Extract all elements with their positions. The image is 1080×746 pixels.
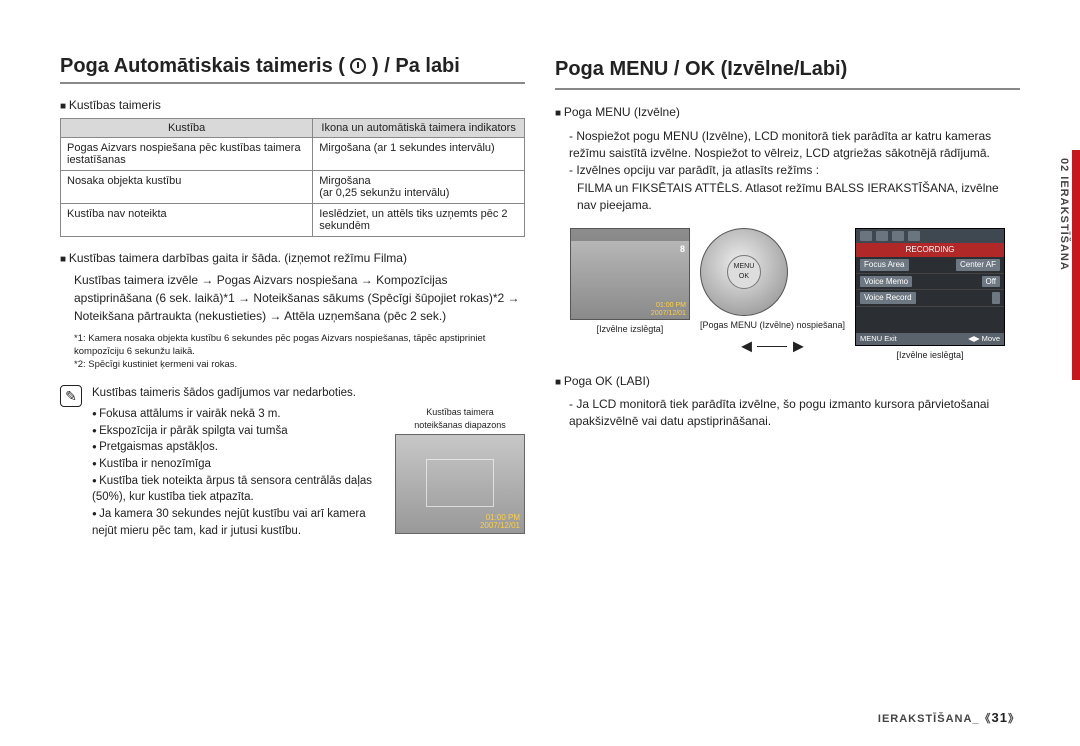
subhead-flow: Kustības taimera darbības gaita ir šāda.… bbox=[60, 251, 525, 265]
title-left-a: Poga Automātiskais taimeris ( bbox=[60, 55, 345, 77]
lcd-menu-off: 8 01:00 PM 2007/12/01 bbox=[570, 228, 690, 320]
menu-row: Voice Memo Off bbox=[856, 274, 1004, 291]
thumb-time: 01:00 PM bbox=[486, 513, 520, 522]
menu-desc-3: FILMA un FIKSĒTAIS ATTĒLS. Atlasot režīm… bbox=[577, 180, 1020, 215]
thumb-date: 2007/12/01 bbox=[480, 521, 520, 530]
menu-foot-exit: MENU Exit bbox=[860, 334, 897, 345]
page-footer: IERAKSTĪŠANA_《31》 bbox=[878, 710, 1020, 726]
tip-icon: ✎ bbox=[60, 385, 82, 407]
menu-row: Voice Record bbox=[856, 290, 1004, 307]
lcd-menu-on: RECORDING Focus Area Center AF Voice Mem… bbox=[855, 228, 1005, 346]
lcd-time: 01:00 PM bbox=[656, 302, 686, 309]
thumb-caption: Kustības taimera noteikšanas diapazons bbox=[395, 406, 525, 432]
menu-desc-1: - Nospiežot pogu MENU (Izvēlne), LCD mon… bbox=[569, 128, 1020, 163]
page-number: 31 bbox=[992, 710, 1008, 725]
th-motion: Kustība bbox=[61, 119, 313, 138]
motion-timer-table: Kustība Ikona un automātiskā taimera ind… bbox=[60, 118, 525, 237]
subhead-ok-button: Poga OK (LABI) bbox=[555, 373, 1020, 391]
menu-head: RECORDING bbox=[856, 243, 1004, 257]
menu-row: Focus Area Center AF bbox=[856, 257, 1004, 274]
caption-menu-on: [Izvēlne ieslēgta] bbox=[855, 349, 1005, 362]
caption-menu-off: [Izvēlne izslēgta] bbox=[570, 323, 690, 336]
side-tab: 02 IERAKSTĪŠANA bbox=[1056, 150, 1080, 380]
th-indicator: Ikona un automātiskā taimera indikators bbox=[313, 119, 525, 138]
table-row: Nosaka objekta kustību Mirgošana (ar 0,2… bbox=[61, 171, 525, 204]
dial-caption: [Pogas MENU (Izvēlne) nospiešana] bbox=[700, 320, 845, 331]
table-row: Kustība nav noteikta Ieslēdziet, un attē… bbox=[61, 204, 525, 237]
page-title-left: Poga Automātiskais taimeris ( ) / Pa lab… bbox=[60, 55, 525, 84]
subhead-menu-button: Poga MENU (Izvēlne) bbox=[555, 104, 1020, 122]
detection-range-thumb: 01:00 PM 2007/12/01 bbox=[395, 434, 525, 534]
page-title-right: Poga MENU / OK (Izvēlne/Labi) bbox=[555, 55, 1020, 90]
subhead-motion-timer: Kustības taimeris bbox=[60, 98, 525, 112]
footnote-1: *1: Kamera nosaka objekta kustību 6 seku… bbox=[74, 333, 525, 359]
tip-lead: Kustības taimeris šādos gadījumos var ne… bbox=[92, 385, 525, 402]
ok-desc: - Ja LCD monitorā tiek parādīta izvēlne,… bbox=[569, 396, 1020, 431]
footnote-2: *2: Spēcīgi kustiniet ķermeni vai rokas. bbox=[74, 359, 525, 372]
table-row: Pogas Aizvars nospiešana pēc kustības ta… bbox=[61, 138, 525, 171]
side-tab-label: 02 IERAKSTĪŠANA bbox=[1058, 158, 1070, 271]
menu-foot-move: ◀▶ Move bbox=[968, 334, 1000, 345]
dial-center-label: MENU OK bbox=[727, 255, 761, 289]
title-left-b: ) / Pa labi bbox=[372, 55, 460, 77]
timer-icon bbox=[350, 58, 366, 74]
footer-label: IERAKSTĪŠANA_ bbox=[878, 713, 980, 725]
flow-text: Kustības taimera izvēle → Pogas Aizvars … bbox=[74, 271, 525, 325]
lcd-date: 2007/12/01 bbox=[651, 310, 686, 317]
arrow-left-right-icon: ◄► bbox=[700, 333, 845, 359]
lcd-badge: 8 bbox=[680, 243, 685, 256]
menu-ok-dial: MENU OK bbox=[700, 228, 788, 316]
menu-desc-2: - Izvēlnes opciju var parādīt, ja atlasī… bbox=[569, 162, 1020, 179]
